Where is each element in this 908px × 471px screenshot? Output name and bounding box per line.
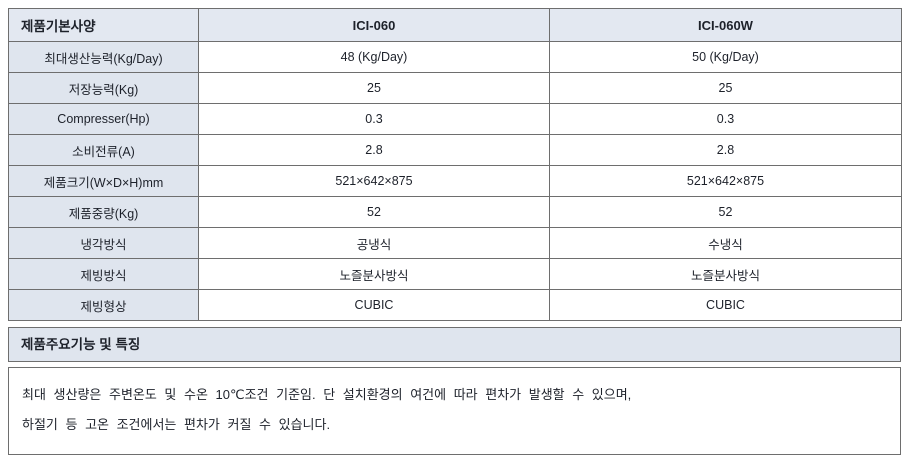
table-row: 소비전류(A) 2.8 2.8 [8, 134, 902, 166]
spec-value-cell: 25 [198, 72, 550, 104]
features-title: 제품주요기능 및 특징 [21, 337, 141, 352]
spec-label-cell: 저장능력(Kg) [8, 72, 199, 104]
spec-label-cell: 소비전류(A) [8, 134, 199, 166]
model-header-ici060: ICI-060 [198, 8, 550, 42]
spec-value-cell: 52 [198, 196, 550, 228]
corner-header-cell: 제품기본사양 [8, 8, 199, 42]
spec-label-cell: 제품중량(Kg) [8, 196, 199, 228]
spec-value-cell: 노즐분사방식 [198, 258, 550, 290]
spec-value-cell: CUBIC [198, 289, 550, 321]
spec-value-cell: 0.3 [549, 103, 902, 135]
table-row: 냉각방식 공냉식 수냉식 [8, 227, 902, 259]
table-row: 저장능력(Kg) 25 25 [8, 72, 902, 104]
spec-value-cell: 48 (Kg/Day) [198, 41, 550, 73]
spec-label-cell: 제빙형상 [8, 289, 199, 321]
spec-value-cell: 0.3 [198, 103, 550, 135]
spec-label-cell: 제빙방식 [8, 258, 199, 290]
spec-value-cell: CUBIC [549, 289, 902, 321]
spec-label-cell: Compresser(Hp) [8, 103, 199, 135]
note-box: 최대 생산량은 주변온도 및 수온 10℃조건 기준임. 단 설치환경의 여건에… [8, 367, 901, 455]
spec-table: 제품기본사양 ICI-060 ICI-060W 최대생산능력(Kg/Day) 4… [8, 8, 902, 321]
note-line-1: 최대 생산량은 주변온도 및 수온 10℃조건 기준임. 단 설치환경의 여건에… [22, 387, 632, 402]
table-row: Compresser(Hp) 0.3 0.3 [8, 103, 902, 135]
spec-value-cell: 52 [549, 196, 902, 228]
spec-value-cell: 25 [549, 72, 902, 104]
spec-value-cell: 2.8 [549, 134, 902, 166]
spec-label-cell: 제품크기(W×D×H)mm [8, 165, 199, 197]
spec-label-cell: 냉각방식 [8, 227, 199, 259]
table-row: 최대생산능력(Kg/Day) 48 (Kg/Day) 50 (Kg/Day) [8, 41, 902, 73]
spec-value-cell: 521×642×875 [198, 165, 550, 197]
table-row: 제품중량(Kg) 52 52 [8, 196, 902, 228]
spec-value-cell: 2.8 [198, 134, 550, 166]
table-row: 제빙형상 CUBIC CUBIC [8, 289, 902, 321]
spec-value-cell: 50 (Kg/Day) [549, 41, 902, 73]
spec-value-cell: 공냉식 [198, 227, 550, 259]
spec-label-cell: 최대생산능력(Kg/Day) [8, 41, 199, 73]
spec-value-cell: 노즐분사방식 [549, 258, 902, 290]
model-header-ici060w: ICI-060W [549, 8, 902, 42]
spec-value-cell: 521×642×875 [549, 165, 902, 197]
note-line-2: 하절기 등 고온 조건에서는 편차가 커질 수 있습니다. [22, 417, 331, 432]
spec-header-row: 제품기본사양 ICI-060 ICI-060W [8, 8, 902, 42]
table-row: 제빙방식 노즐분사방식 노즐분사방식 [8, 258, 902, 290]
features-header-bar: 제품주요기능 및 특징 [8, 327, 901, 362]
spec-value-cell: 수냉식 [549, 227, 902, 259]
table-row: 제품크기(W×D×H)mm 521×642×875 521×642×875 [8, 165, 902, 197]
